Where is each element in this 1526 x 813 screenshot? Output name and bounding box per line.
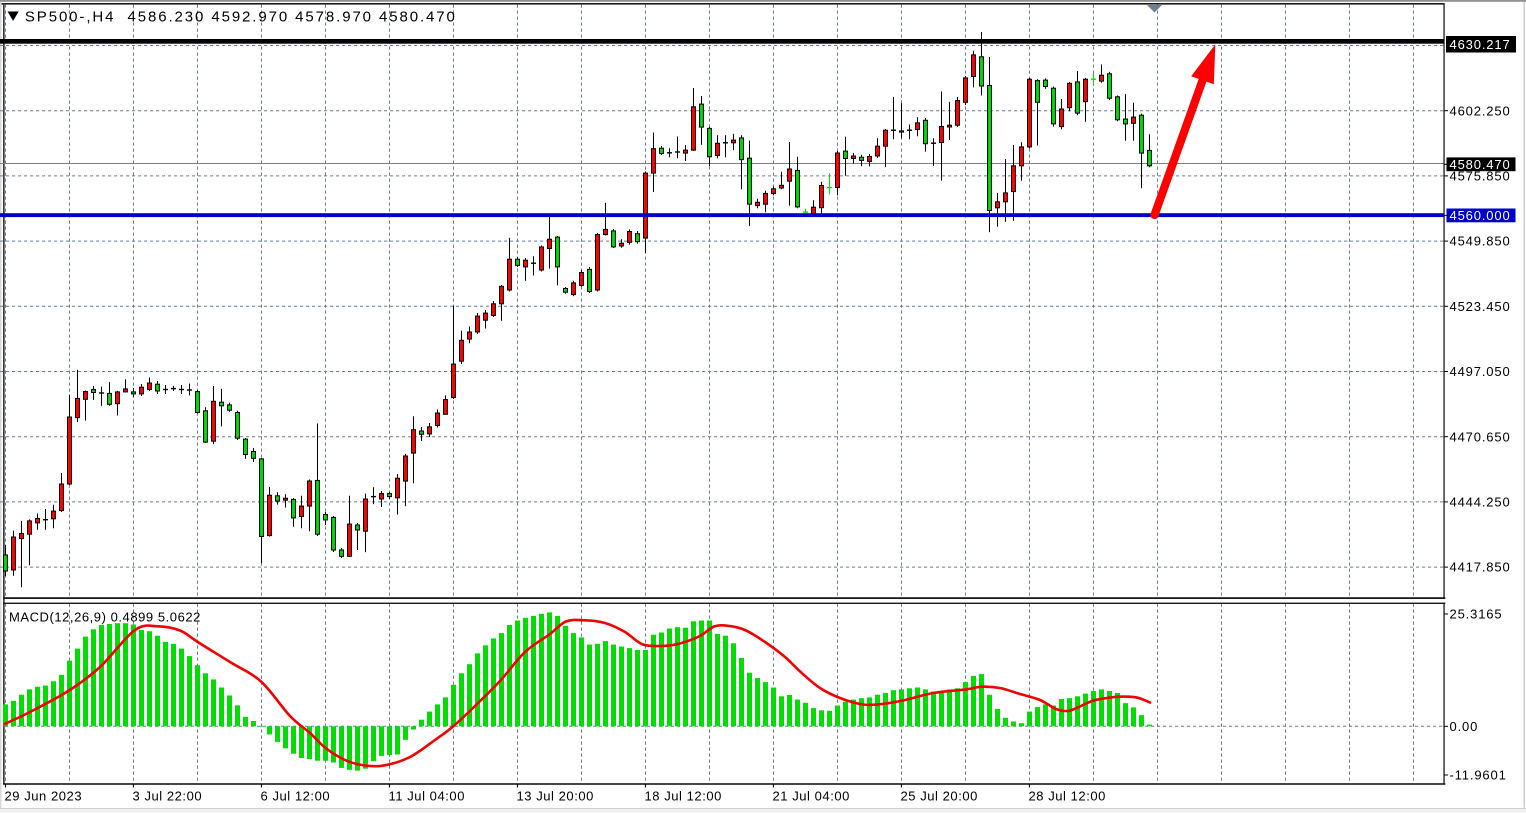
svg-text:4580.470: 4580.470 — [1450, 157, 1511, 172]
svg-text:25.3165: 25.3165 — [1450, 607, 1503, 622]
svg-text:4549.850: 4549.850 — [1450, 234, 1511, 249]
svg-text:4497.050: 4497.050 — [1450, 364, 1511, 379]
svg-text:3 Jul 22:00: 3 Jul 22:00 — [133, 789, 203, 804]
svg-text:25 Jul 20:00: 25 Jul 20:00 — [901, 789, 978, 804]
svg-text:4575.850: 4575.850 — [1450, 169, 1511, 184]
svg-text:0.00: 0.00 — [1450, 719, 1479, 734]
svg-text:6 Jul 12:00: 6 Jul 12:00 — [261, 789, 331, 804]
svg-text:4630.217: 4630.217 — [1450, 37, 1511, 52]
svg-text:4602.250: 4602.250 — [1450, 103, 1511, 118]
svg-text:MACD(12,26,9) 0.4899 5.0622: MACD(12,26,9) 0.4899 5.0622 — [9, 610, 201, 625]
svg-text:13 Jul 20:00: 13 Jul 20:00 — [517, 789, 594, 804]
svg-text:4417.850: 4417.850 — [1450, 560, 1511, 575]
svg-text:4444.250: 4444.250 — [1450, 495, 1511, 510]
svg-text:-11.9601: -11.9601 — [1450, 768, 1507, 783]
svg-text:SP500-,H4 4586.230 4592.970 4: SP500-,H4 4586.230 4592.970 4578.970 458… — [25, 9, 457, 26]
svg-text:11 Jul 04:00: 11 Jul 04:00 — [389, 789, 465, 804]
svg-text:4470.650: 4470.650 — [1450, 429, 1511, 444]
svg-text:21 Jul 04:00: 21 Jul 04:00 — [773, 789, 850, 804]
svg-text:18 Jul 12:00: 18 Jul 12:00 — [645, 789, 722, 804]
svg-text:29 Jun 2023: 29 Jun 2023 — [5, 789, 83, 804]
svg-text:28 Jul 12:00: 28 Jul 12:00 — [1029, 789, 1106, 804]
svg-text:4523.450: 4523.450 — [1450, 299, 1511, 314]
svg-text:4560.000: 4560.000 — [1450, 208, 1511, 223]
